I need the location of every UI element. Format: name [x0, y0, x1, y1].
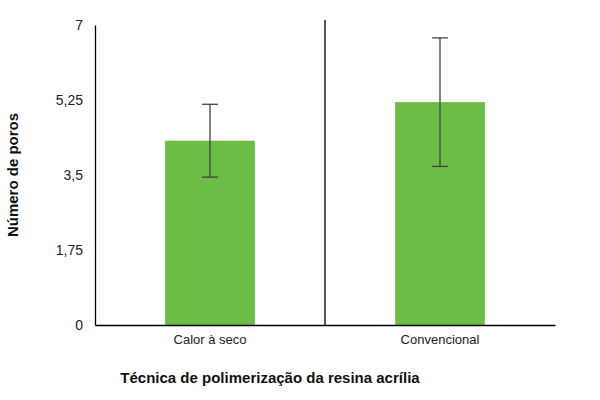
y-axis: 0 1,75 3,5 5,25 7	[56, 17, 96, 333]
x-axis: Calor à seco Convencional	[96, 325, 556, 347]
y-tick-label: 7	[75, 17, 83, 33]
x-tick: Calor à seco	[174, 325, 247, 347]
error-bar	[432, 38, 448, 167]
x-axis-line	[96, 325, 556, 326]
x-tick-label: Calor à seco	[174, 332, 247, 347]
y-tick: 7	[75, 17, 95, 33]
error-bar-cap	[202, 104, 218, 105]
y-tick: 3,5	[64, 167, 95, 183]
error-bar-cap	[432, 166, 448, 167]
y-tick: 1,75	[56, 242, 95, 258]
x-tick: Convencional	[401, 325, 480, 347]
y-axis-title: Número de poros	[4, 113, 21, 237]
error-bar-cap	[202, 176, 218, 177]
error-bar-stem	[439, 38, 440, 167]
y-tick: 0	[75, 317, 95, 333]
error-bar	[202, 104, 218, 177]
x-axis-title: Técnica de polimerização da resina acríl…	[120, 369, 420, 386]
panel-divider	[324, 20, 325, 325]
chart: 0 1,75 3,5 5,25 7 Calor à seco Convencional Núm…	[0, 0, 600, 400]
marks	[165, 38, 485, 325]
y-tick-label: 5,25	[56, 92, 83, 108]
y-tick-label: 3,5	[64, 167, 84, 183]
y-tick: 5,25	[56, 92, 95, 108]
y-tick-label: 1,75	[56, 242, 83, 258]
error-bar-cap	[432, 37, 448, 38]
y-tick-label: 0	[75, 317, 83, 333]
error-bar-stem	[209, 104, 210, 177]
x-tick-label: Convencional	[401, 332, 480, 347]
y-axis-line	[95, 26, 96, 326]
